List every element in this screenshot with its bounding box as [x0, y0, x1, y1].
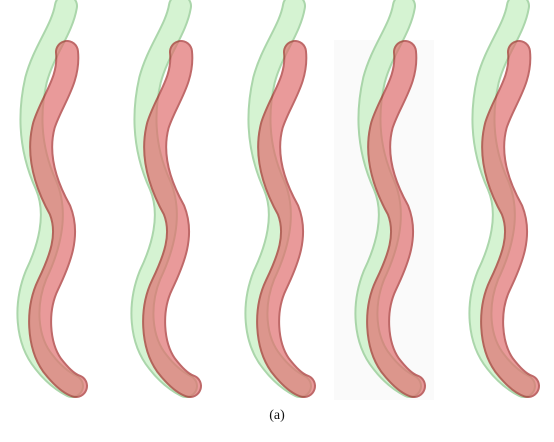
rendering — [256, 6, 304, 386]
rendering — [28, 6, 76, 386]
rendering — [142, 6, 190, 386]
caption: (a) — [0, 408, 554, 424]
renderings — [0, 0, 554, 400]
rendering — [480, 6, 528, 386]
figure: (a) — [0, 0, 554, 442]
